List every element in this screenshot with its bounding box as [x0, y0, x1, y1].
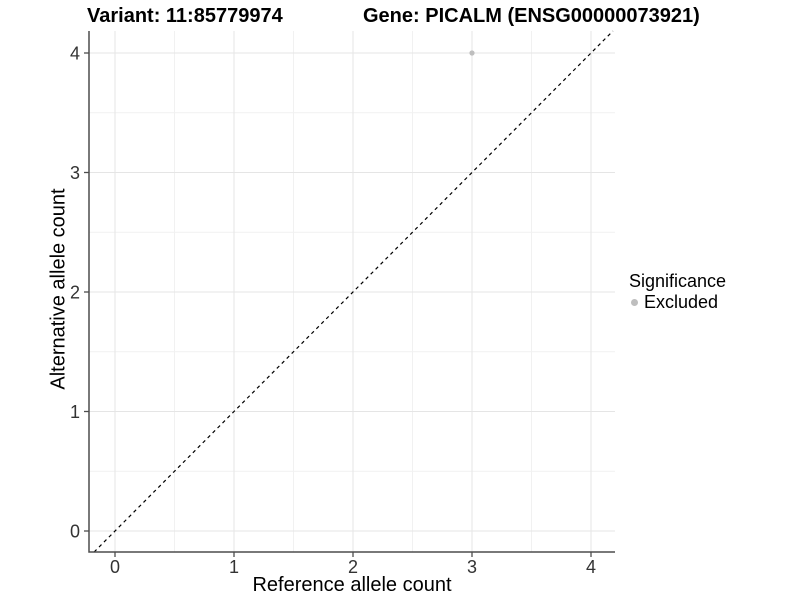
variant-title: Variant: 11:85779974	[87, 5, 283, 27]
x-tick-label: 2	[348, 557, 358, 577]
x-tick-label: 3	[467, 557, 477, 577]
legend-item-label: Excluded	[644, 292, 719, 312]
x-tick-label: 0	[110, 557, 120, 577]
axis-lines	[88, 31, 615, 553]
legend-item-excluded: Excluded	[629, 292, 726, 313]
legend-title: Significance	[629, 271, 727, 291]
data-point	[469, 50, 475, 56]
y-axis-label: Alternative allele count	[47, 188, 70, 390]
y-tick-label: 2	[70, 282, 80, 302]
y-tick-label: 4	[70, 43, 80, 63]
x-tick-label: 1	[229, 557, 239, 577]
gene-title: Gene: PICALM (ENSG00000073921)	[363, 5, 700, 27]
excluded-point-icon	[631, 299, 638, 306]
y-tick-label: 1	[70, 402, 80, 422]
y-tick-label: 3	[70, 163, 80, 183]
x-axis-label: Reference allele count	[252, 574, 452, 596]
y-tick-label: 0	[70, 521, 80, 541]
legend: Significance Excluded	[629, 271, 726, 313]
x-tick-label: 4	[586, 557, 596, 577]
